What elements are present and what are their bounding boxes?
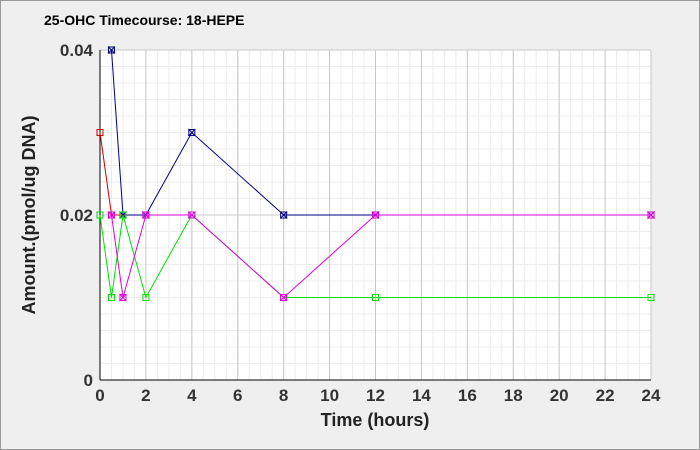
data-point-marker (279, 293, 288, 302)
marker-square (647, 294, 655, 301)
x-tick-label: 2 (141, 386, 150, 405)
x-tick-labels: 0 2 4 6 8 10 12 14 16 18 20 22 24 (95, 386, 661, 405)
marker-square (96, 211, 104, 219)
marker-square (188, 129, 196, 136)
data-point-marker (107, 46, 116, 54)
marker-cross (371, 211, 380, 219)
marker-square (96, 129, 104, 136)
marker-square (372, 211, 379, 219)
marker-square (647, 211, 655, 219)
data-point-marker (119, 293, 127, 302)
marker-square (142, 211, 150, 219)
x-tick-label: 6 (233, 386, 242, 405)
x-tick-label: 18 (504, 386, 523, 405)
marker-cross (279, 293, 288, 302)
x-tick-label: 8 (279, 386, 288, 405)
marker-cross (279, 211, 288, 219)
marker-square (188, 211, 196, 219)
series-layer (96, 46, 655, 302)
y-axis-label: Amount.(pmol/ug DNA) (19, 116, 39, 315)
x-tick-label: 16 (458, 386, 477, 405)
x-axis-label: Time (hours) (321, 410, 430, 430)
data-point-marker (96, 211, 104, 219)
marker-cross (187, 128, 196, 137)
x-tick-label: 22 (596, 386, 615, 405)
marker-square (107, 211, 115, 219)
x-tick-label: 24 (642, 386, 661, 405)
marker-square (119, 211, 127, 219)
data-point-marker (372, 294, 379, 301)
data-point-marker (142, 211, 150, 219)
x-tick-label: 12 (366, 386, 385, 405)
series-4 (107, 211, 655, 302)
data-point-marker (107, 211, 116, 219)
data-point-marker (107, 294, 115, 301)
marker-square (280, 211, 288, 219)
x-tick-label: 4 (187, 386, 197, 405)
marker-cross (142, 211, 150, 219)
x-tick-label: 10 (320, 386, 339, 405)
marker-square (372, 294, 379, 301)
data-point-marker (119, 211, 127, 219)
data-point-marker (142, 294, 150, 301)
marker-cross (187, 211, 196, 219)
marker-cross (119, 293, 127, 302)
marker-square (280, 294, 288, 301)
marker-cross (107, 211, 116, 219)
marker-cross (647, 211, 655, 219)
data-point-marker (371, 211, 380, 219)
data-point-marker (647, 294, 655, 301)
data-point-marker (187, 128, 196, 137)
marker-square (142, 294, 150, 301)
marker-cross (107, 46, 116, 54)
chart-title: 25-OHC Timecourse: 18-HEPE (44, 12, 244, 28)
marker-square (107, 294, 115, 301)
y-tick-labels: 0 0.02 0.04 (60, 41, 94, 390)
marker-square (119, 294, 127, 301)
data-point-marker (279, 211, 288, 219)
data-point-marker (187, 211, 196, 219)
marker-square (107, 46, 115, 54)
data-point-marker (96, 129, 104, 136)
x-tick-label: 14 (412, 386, 431, 405)
y-tick-label: 0.04 (60, 41, 94, 60)
data-point-marker (647, 211, 655, 219)
y-tick-label: 0.02 (60, 206, 93, 225)
series-line (99, 214, 651, 299)
x-tick-label: 20 (550, 386, 569, 405)
x-tick-label: 0 (95, 386, 104, 405)
y-tick-label: 0 (84, 371, 93, 390)
